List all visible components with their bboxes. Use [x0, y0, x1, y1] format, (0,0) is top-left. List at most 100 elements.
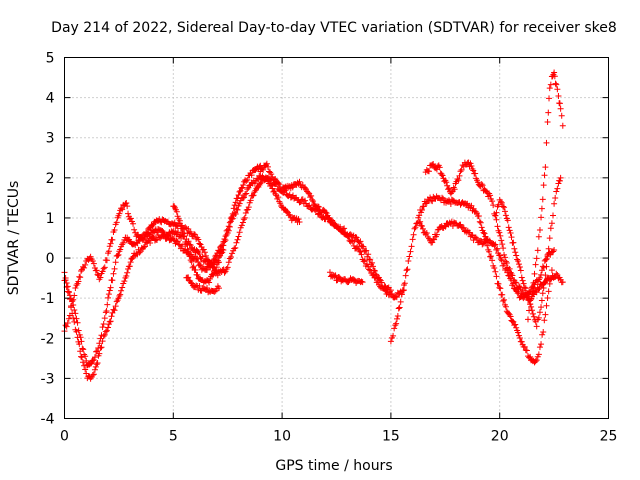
- data-point: [528, 295, 535, 302]
- data-point: [519, 277, 526, 284]
- data-point: [478, 181, 485, 188]
- data-point: [497, 256, 504, 263]
- data-point: [472, 208, 479, 215]
- data-point: [501, 254, 508, 261]
- data-point: [174, 238, 181, 245]
- data-point: [498, 257, 505, 264]
- data-point: [538, 214, 545, 221]
- data-point: [336, 274, 343, 281]
- data-point: [544, 251, 551, 258]
- data-point: [116, 292, 123, 299]
- data-point: [108, 313, 115, 320]
- data-point: [70, 315, 77, 322]
- data-point: [118, 205, 125, 212]
- data-point: [457, 221, 464, 228]
- data-point: [74, 334, 81, 341]
- data-point: [535, 351, 542, 358]
- data-point: [442, 223, 449, 230]
- data-point: [73, 282, 80, 289]
- data-point: [196, 261, 203, 268]
- data-point: [422, 200, 429, 207]
- data-point: [508, 271, 515, 278]
- data-point: [494, 223, 501, 230]
- data-point: [391, 325, 398, 332]
- data-point: [277, 200, 284, 207]
- data-point: [555, 92, 562, 99]
- data-point: [519, 287, 526, 294]
- series-track-9: [416, 218, 558, 302]
- data-point: [113, 219, 120, 226]
- data-point: [410, 231, 417, 238]
- data-point: [80, 346, 87, 353]
- data-point: [491, 264, 498, 271]
- data-point: [213, 264, 220, 271]
- data-point: [405, 257, 412, 264]
- data-point: [495, 280, 502, 287]
- data-point: [487, 253, 494, 260]
- data-point: [545, 245, 552, 252]
- data-point: [431, 236, 438, 243]
- data-point: [468, 162, 475, 169]
- data-point: [139, 237, 146, 244]
- data-point: [232, 244, 239, 251]
- data-point: [196, 251, 203, 258]
- x-tick-label: 20: [491, 429, 509, 445]
- data-point: [236, 200, 243, 207]
- data-point: [230, 205, 237, 212]
- data-point: [366, 266, 373, 273]
- data-point: [104, 301, 111, 308]
- data-point: [185, 250, 192, 257]
- data-point: [90, 371, 97, 378]
- data-point: [82, 261, 89, 268]
- data-point: [541, 172, 548, 179]
- data-point: [397, 298, 404, 305]
- data-point: [194, 271, 201, 278]
- data-point: [326, 269, 333, 276]
- data-point: [533, 357, 540, 364]
- data-point: [479, 182, 486, 189]
- data-point: [105, 291, 112, 298]
- data-point: [493, 216, 500, 223]
- data-point: [204, 285, 211, 292]
- data-point: [498, 199, 505, 206]
- series-track-5: [183, 274, 222, 296]
- data-point: [295, 216, 302, 223]
- data-point: [486, 248, 493, 255]
- data-point: [173, 237, 180, 244]
- data-point: [236, 188, 243, 195]
- data-point: [91, 354, 98, 361]
- series-track-3: [61, 162, 264, 382]
- data-point: [551, 200, 558, 207]
- data-point: [62, 275, 69, 282]
- data-point: [359, 279, 366, 286]
- data-point: [183, 240, 190, 247]
- data-point: [554, 86, 561, 93]
- data-point: [490, 202, 497, 209]
- data-point: [393, 320, 400, 327]
- data-point: [546, 235, 553, 242]
- data-point: [505, 224, 512, 231]
- data-point: [516, 263, 523, 270]
- series-track-10: [422, 159, 566, 304]
- data-point: [535, 233, 542, 240]
- data-point: [147, 240, 154, 247]
- y-tick-label: -4: [41, 412, 55, 428]
- data-point: [119, 284, 126, 291]
- data-point: [142, 243, 149, 250]
- data-point: [515, 258, 522, 265]
- data-point: [399, 287, 406, 294]
- data-point: [260, 166, 267, 173]
- data-point: [268, 171, 275, 178]
- data-point: [75, 278, 82, 285]
- data-point: [539, 290, 546, 297]
- data-point: [540, 284, 547, 291]
- data-point: [524, 316, 531, 323]
- data-point: [499, 241, 506, 248]
- data-point: [235, 191, 242, 198]
- data-point: [73, 315, 80, 322]
- data-point: [234, 206, 241, 213]
- data-point: [487, 253, 494, 260]
- data-point: [245, 204, 252, 211]
- data-point: [103, 307, 110, 314]
- data-point: [202, 252, 209, 259]
